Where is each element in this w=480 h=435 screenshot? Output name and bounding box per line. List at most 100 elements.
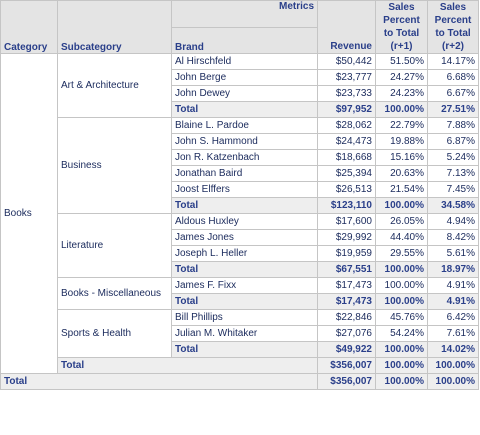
- brand-header-label: Brand: [175, 42, 204, 53]
- pct-r1-cell: 44.40%: [375, 229, 428, 246]
- metrics-header-label: Metrics: [278, 1, 314, 12]
- brand-cell[interactable]: John Berge: [171, 69, 318, 86]
- pct-r1-cell: 29.55%: [375, 245, 428, 262]
- subtotal-pct-r2: 34.58%: [427, 197, 479, 214]
- pct-r2-cell: 6.67%: [427, 85, 479, 102]
- subtotal-pct-r2: 4.91%: [427, 293, 479, 310]
- brand-cell[interactable]: James Jones: [171, 229, 318, 246]
- table-row: Books - Miscellaneous James F. Fixx $17,47…: [1, 277, 479, 310]
- subtotal-pct-r1: 100.00%: [375, 197, 428, 214]
- category-total-revenue: $356,007: [317, 357, 376, 374]
- subtotal-revenue: $67,551: [317, 261, 376, 278]
- subcategory-cell[interactable]: Books - Miscellaneous: [57, 277, 172, 310]
- pct-r2-cell: 7.61%: [427, 325, 479, 342]
- revenue-cell: $50,442: [317, 53, 376, 70]
- metrics-header: Metrics: [171, 0, 318, 28]
- brand-cell[interactable]: Bill Phillips: [171, 309, 318, 326]
- revenue-cell: $23,733: [317, 85, 376, 102]
- revenue-cell: $25,394: [317, 165, 376, 182]
- subtotal-pct-r2: 27.51%: [427, 101, 479, 118]
- brand-cell[interactable]: Jonathan Baird: [171, 165, 318, 182]
- revenue-cell: $17,473: [317, 277, 376, 294]
- pct-r1-cell: 21.54%: [375, 181, 428, 198]
- subcategory-cell[interactable]: Sports & Health: [57, 309, 172, 358]
- revenue-cell: $18,668: [317, 149, 376, 166]
- subcategory-cell[interactable]: Art & Architecture: [57, 53, 172, 118]
- grand-total-pct-r1: 100.00%: [375, 373, 428, 390]
- pct-r2-line: to Total: [435, 28, 471, 39]
- brand-cell[interactable]: Aldous Huxley: [171, 213, 318, 230]
- table-row: John Berge $23,777 24.27% 6.68%: [1, 69, 479, 86]
- subtotal-row: Total $17,473 100.00% 4.91%: [1, 293, 479, 310]
- pct-r1-line: (r+1): [390, 41, 413, 52]
- table-row: Jon R. Katzenbach $18,668 15.16% 5.24%: [1, 149, 479, 166]
- pct-r1-header[interactable]: Sales Percent to Total (r+1): [375, 0, 428, 54]
- subtotal-row: Total $123,110 100.00% 34.58%: [1, 197, 479, 214]
- pct-r2-cell: 6.42%: [427, 309, 479, 326]
- pct-r1-cell: 45.76%: [375, 309, 428, 326]
- grand-total-revenue: $356,007: [317, 373, 376, 390]
- pct-r2-cell: 7.13%: [427, 165, 479, 182]
- pct-r1-cell: 20.63%: [375, 165, 428, 182]
- pct-r2-cell: 7.88%: [427, 117, 479, 134]
- subtotal-revenue: $49,922: [317, 341, 376, 358]
- subtotal-revenue: $97,952: [317, 101, 376, 118]
- revenue-cell: $28,062: [317, 117, 376, 134]
- subtotal-revenue: $17,473: [317, 293, 376, 310]
- category-header: Category: [0, 0, 58, 54]
- category-cell[interactable]: Books: [0, 53, 58, 374]
- pct-r2-cell: 4.91%: [427, 277, 479, 294]
- category-total-pct-r1: 100.00%: [375, 357, 428, 374]
- pct-r2-cell: 5.24%: [427, 149, 479, 166]
- subtotal-label: Total: [171, 197, 318, 214]
- pct-r1-line: to Total: [383, 28, 420, 39]
- brand-cell[interactable]: John Dewey: [171, 85, 318, 102]
- pct-r1-line: Percent: [383, 15, 420, 26]
- brand-cell[interactable]: John S. Hammond: [171, 133, 318, 150]
- pct-r2-cell: 8.42%: [427, 229, 479, 246]
- subtotal-pct-r1: 100.00%: [375, 101, 428, 118]
- brand-cell[interactable]: Blaine L. Pardoe: [171, 117, 318, 134]
- category-total-pct-r2: 100.00%: [427, 357, 479, 374]
- revenue-cell: $17,600: [317, 213, 376, 230]
- subcategory-header-label: Subcategory: [61, 42, 122, 53]
- subtotal-pct-r2: 18.97%: [427, 261, 479, 278]
- subcategory-cell[interactable]: Literature: [57, 213, 172, 278]
- brand-cell[interactable]: James F. Fixx: [171, 277, 318, 294]
- subtotal-pct-r2: 14.02%: [427, 341, 479, 358]
- header-row-bottom: Brand: [1, 26, 479, 54]
- pct-r2-line: Percent: [434, 15, 472, 26]
- brand-cell[interactable]: Joost Elffers: [171, 181, 318, 198]
- revenue-header[interactable]: Revenue: [317, 0, 376, 54]
- revenue-header-label: Revenue: [330, 41, 372, 52]
- grid-body: Books Art & Architecture Al Hirschfeld $50,…: [0, 53, 479, 390]
- table-row: John S. Hammond $24,473 19.88% 6.87%: [1, 133, 479, 150]
- brand-cell[interactable]: Julian M. Whitaker: [171, 325, 318, 342]
- pct-r2-header[interactable]: Sales Percent to Total (r+2): [427, 0, 479, 54]
- pct-r2-cell: 4.94%: [427, 213, 479, 230]
- brand-cell[interactable]: Al Hirschfeld: [171, 53, 318, 70]
- grand-total-row: Total $356,007 100.00% 100.00%: [0, 373, 479, 390]
- pct-r1-cell: 54.24%: [375, 325, 428, 342]
- subtotal-revenue: $123,110: [317, 197, 376, 214]
- pct-r1-cell: 24.23%: [375, 85, 428, 102]
- subcategory-cell[interactable]: Business: [57, 117, 172, 214]
- pct-r2-line: Sales: [439, 2, 467, 13]
- subtotal-row: Total $67,551 100.00% 18.97%: [1, 261, 479, 278]
- brand-cell[interactable]: Jon R. Katzenbach: [171, 149, 318, 166]
- pct-r1-cell: 24.27%: [375, 69, 428, 86]
- brand-cell[interactable]: Joseph L. Heller: [171, 245, 318, 262]
- pct-r2-cell: 7.45%: [427, 181, 479, 198]
- category-total-label: Total: [57, 357, 318, 374]
- pct-r2-line: (r+2): [442, 41, 464, 52]
- table-row: Jonathan Baird $25,394 20.63% 7.13%: [1, 165, 479, 182]
- subtotal-pct-r1: 100.00%: [375, 341, 428, 358]
- revenue-cell: $22,846: [317, 309, 376, 326]
- revenue-cell: $24,473: [317, 133, 376, 150]
- grand-total-label: Total: [0, 373, 318, 390]
- header-row-top: Category Subcategory Metrics Revenue Sal…: [0, 0, 479, 54]
- table-row: Sports & Health Bill Phillips $22,846 45.76…: [1, 309, 479, 358]
- subtotal-label: Total: [171, 261, 318, 278]
- pct-r1-cell: 19.88%: [375, 133, 428, 150]
- grand-total-pct-r2: 100.00%: [427, 373, 479, 390]
